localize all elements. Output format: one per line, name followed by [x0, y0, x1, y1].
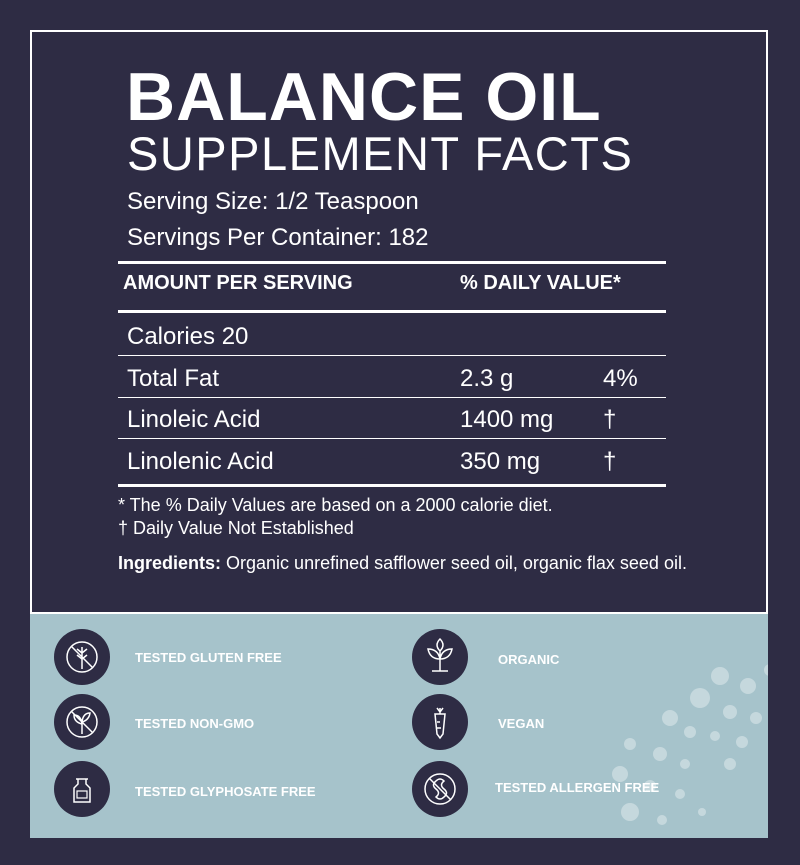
rule: [118, 310, 666, 313]
non-gmo-icon: [54, 694, 110, 750]
subtitle: SUPPLEMENT FACTS: [127, 127, 634, 180]
glyphosate-free-icon: [54, 761, 110, 817]
ingredients-label: Ingredients:: [118, 553, 222, 573]
badge-panel: TESTED GLUTEN FREE TESTED NON-GMO TESTED…: [30, 614, 768, 838]
servings-per-container: Servings Per Container: 182: [127, 224, 429, 251]
row-amount: 350 mg: [460, 448, 541, 475]
badge-label: TESTED NON-GMO: [135, 716, 255, 731]
row-label: Total Fat: [127, 365, 220, 392]
ingredients-text: Organic unrefined safflower seed oil, or…: [226, 553, 687, 573]
badge-label: ORGANIC: [498, 652, 560, 667]
rule: [118, 355, 666, 356]
serving-size: Serving Size: 1/2 Teaspoon: [127, 188, 419, 215]
footnote: * The % Daily Values are based on a 2000…: [118, 495, 553, 515]
rule: [118, 484, 666, 487]
row-amount: 2.3 g: [460, 365, 514, 392]
allergen-free-icon: [412, 761, 468, 817]
decor-dots: [612, 664, 768, 825]
rule: [118, 261, 666, 264]
badge-label: TESTED ALLERGEN FREE: [495, 780, 660, 795]
column-header: % DAILY VALUE*: [460, 272, 621, 294]
ingredients: Ingredients: Organic unrefined safflower…: [118, 550, 688, 576]
row-amount: 1400 mg: [460, 406, 554, 433]
title: BALANCE OIL: [126, 59, 602, 135]
badge-label: TESTED GLUTEN FREE: [135, 650, 282, 665]
badge-label: VEGAN: [498, 716, 545, 731]
row-dv: †: [603, 448, 617, 475]
rule: [118, 397, 666, 398]
row-dv: 4%: [603, 365, 638, 392]
organic-icon: [412, 629, 468, 685]
row-dv: †: [603, 406, 617, 433]
row-label: Calories 20: [127, 323, 249, 350]
footnote: † Daily Value Not Established: [118, 518, 354, 538]
rule: [118, 438, 666, 439]
facts-frame: [30, 30, 768, 614]
column-header: AMOUNT PER SERVING: [123, 272, 353, 294]
row-label: Linoleic Acid: [127, 406, 261, 433]
row-label: Linolenic Acid: [127, 448, 274, 475]
gluten-free-icon: [54, 629, 110, 685]
badge-label: TESTED GLYPHOSATE FREE: [135, 784, 316, 799]
vegan-icon: [412, 694, 468, 750]
